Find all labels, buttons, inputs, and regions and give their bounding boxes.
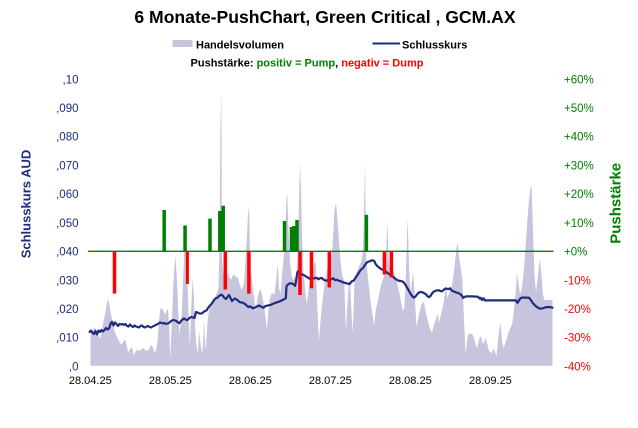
svg-text:,10: ,10 <box>63 74 79 86</box>
svg-text:28.09.25: 28.09.25 <box>469 375 512 387</box>
svg-text:+10%: +10% <box>564 218 594 230</box>
svg-text:,020: ,020 <box>56 304 78 316</box>
svg-text:28.07.25: 28.07.25 <box>309 375 352 387</box>
svg-text:,050: ,050 <box>56 218 78 230</box>
svg-text:+0%: +0% <box>564 247 587 259</box>
svg-text:-20%: -20% <box>564 304 591 316</box>
svg-text:Schlusskurs AUD: Schlusskurs AUD <box>19 150 34 259</box>
svg-text:-30%: -30% <box>564 333 591 345</box>
svg-text:+40%: +40% <box>564 132 594 144</box>
svg-text:,060: ,060 <box>56 189 78 201</box>
svg-text:+60%: +60% <box>564 74 594 86</box>
svg-text:Schlusskurs: Schlusskurs <box>402 40 467 52</box>
svg-text:Pushstärke: positiv = Pump, ne: Pushstärke: positiv = Pump, negativ = Du… <box>191 58 424 70</box>
svg-text:-40%: -40% <box>564 361 591 373</box>
svg-text:28.06.25: 28.06.25 <box>229 375 272 387</box>
svg-text:6 Monate-PushChart, Green Crit: 6 Monate-PushChart, Green Critical , GCM… <box>134 7 516 27</box>
svg-text:+30%: +30% <box>564 160 594 172</box>
svg-text:,090: ,090 <box>56 103 78 115</box>
svg-text:,010: ,010 <box>56 333 78 345</box>
svg-text:28.04.25: 28.04.25 <box>69 375 112 387</box>
svg-text:+50%: +50% <box>564 103 594 115</box>
svg-text:Pushstärke: Pushstärke <box>608 163 625 244</box>
svg-text:28.05.25: 28.05.25 <box>149 375 192 387</box>
svg-text:+20%: +20% <box>564 189 594 201</box>
svg-text:-10%: -10% <box>564 275 591 287</box>
svg-text:,070: ,070 <box>56 160 78 172</box>
svg-text:,040: ,040 <box>56 247 78 259</box>
svg-text:,0: ,0 <box>69 361 79 373</box>
svg-text:Handelsvolumen: Handelsvolumen <box>196 40 284 52</box>
svg-text:,030: ,030 <box>56 275 78 287</box>
svg-text:28.08.25: 28.08.25 <box>389 375 432 387</box>
svg-text:,080: ,080 <box>56 132 78 144</box>
